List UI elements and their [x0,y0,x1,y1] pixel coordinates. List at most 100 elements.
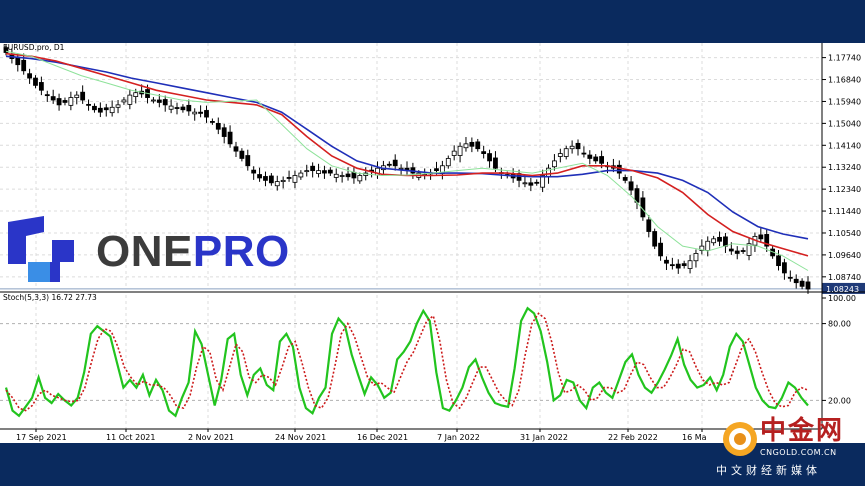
bull-candle [74,94,80,98]
chart-area: 1.17740 1.16840 1.15940 1.15040 1.14140 1.132… [0,43,865,442]
bull-candle [687,260,693,269]
bear-candle [239,150,245,159]
moving-averages [5,50,809,271]
moving-average-line [5,55,809,240]
bear-candle [728,248,734,252]
bear-candle [174,107,180,109]
bear-candle [251,169,257,174]
bear-candle [56,98,62,106]
bull-candle [121,99,127,103]
bear-candle [38,82,44,91]
bear-candle [221,127,227,137]
x-tick-label: 22 Feb 2022 [608,433,658,442]
bull-candle [115,104,121,108]
bear-candle [575,142,581,150]
bull-candle [68,97,74,106]
bear-candle [156,99,162,103]
price-tick-label: 1.16840 [828,76,861,85]
cngold-emblem-icon [723,422,757,456]
bear-candle [481,151,487,154]
bear-candle [268,175,274,184]
bear-candle [162,99,168,106]
bear-candle [528,182,534,186]
bull-candle [398,167,404,170]
price-tick-label: 1.12340 [828,185,861,194]
bull-candle [699,245,705,251]
bull-candle [298,172,304,178]
bear-candle [723,236,728,247]
bear-candle [62,100,68,103]
bull-candle [540,175,546,188]
stoch-k-line [4,306,809,418]
watermark-domain: CNGOLD.COM.CN [760,448,837,457]
bear-candle [664,259,669,264]
bear-candle [322,170,327,174]
bull-candle [127,94,133,105]
price-tick-label: 1.11440 [828,207,861,216]
bull-candle [746,243,752,256]
x-tick-label: 24 Nov 2021 [275,433,326,442]
bull-candle [304,170,310,173]
bear-candle [392,159,398,167]
bear-candle [245,155,251,167]
price-tick-label: 1.08740 [828,273,861,282]
x-tick-label: 2 Nov 2021 [188,433,234,442]
x-tick-label: 17 Sep 2021 [16,433,67,442]
bear-candle [215,122,221,130]
bear-candle [198,111,204,114]
bear-candle [204,110,209,118]
bear-candle [622,177,628,181]
bear-candle [50,96,56,101]
bear-candle [44,94,50,97]
bull-candle [333,173,339,178]
bear-candle [616,164,622,174]
stoch-tick-label: 80.00 [828,320,851,329]
bull-candle [292,175,298,183]
bear-candle [80,91,86,101]
bull-candle [133,92,139,97]
bear-candle [740,250,746,252]
bull-candle [168,105,174,110]
bear-candle [675,263,681,269]
bull-candle [457,145,463,156]
x-tick-label: 16 Dec 2021 [357,433,408,442]
price-tick-label: 1.14140 [828,141,861,150]
bear-candle [310,165,316,172]
bull-candle [151,99,156,102]
bull-candle [705,240,711,251]
bear-candle [327,169,333,174]
bear-candle [386,163,392,166]
bear-candle [669,264,675,267]
bull-candle [711,238,717,244]
x-tick-label: 7 Jan 2022 [437,433,480,442]
bull-candle [451,150,457,156]
bull-candle [693,253,699,262]
bear-candle [33,77,38,86]
bear-candle [793,278,799,284]
price-tick-label: 1.17740 [828,54,861,63]
bear-candle [799,280,805,287]
stoch-title: Stoch(5,3,3) 16.72 27.73 [3,293,97,302]
price-tick-label: 1.15940 [828,97,861,106]
bull-candle [569,145,575,150]
bear-candle [646,219,652,232]
bear-candle [534,181,540,184]
bull-candle [316,170,321,174]
bull-candle [274,181,280,187]
bull-candle [563,148,569,157]
bear-candle [776,255,781,267]
bear-candle [103,107,109,111]
stoch-tick-label: 100.00 [828,294,856,303]
bear-candle [209,121,215,123]
bear-candle [717,236,722,242]
bear-candle [764,234,770,247]
onepro-logo-icon [8,216,74,282]
bull-candle [463,143,469,149]
bear-candle [581,152,587,155]
bear-candle [263,176,268,181]
bear-candle [628,181,634,191]
bear-candle [734,250,740,254]
bear-candle [180,106,186,111]
bear-candle [587,154,593,159]
bear-candle [652,231,658,247]
